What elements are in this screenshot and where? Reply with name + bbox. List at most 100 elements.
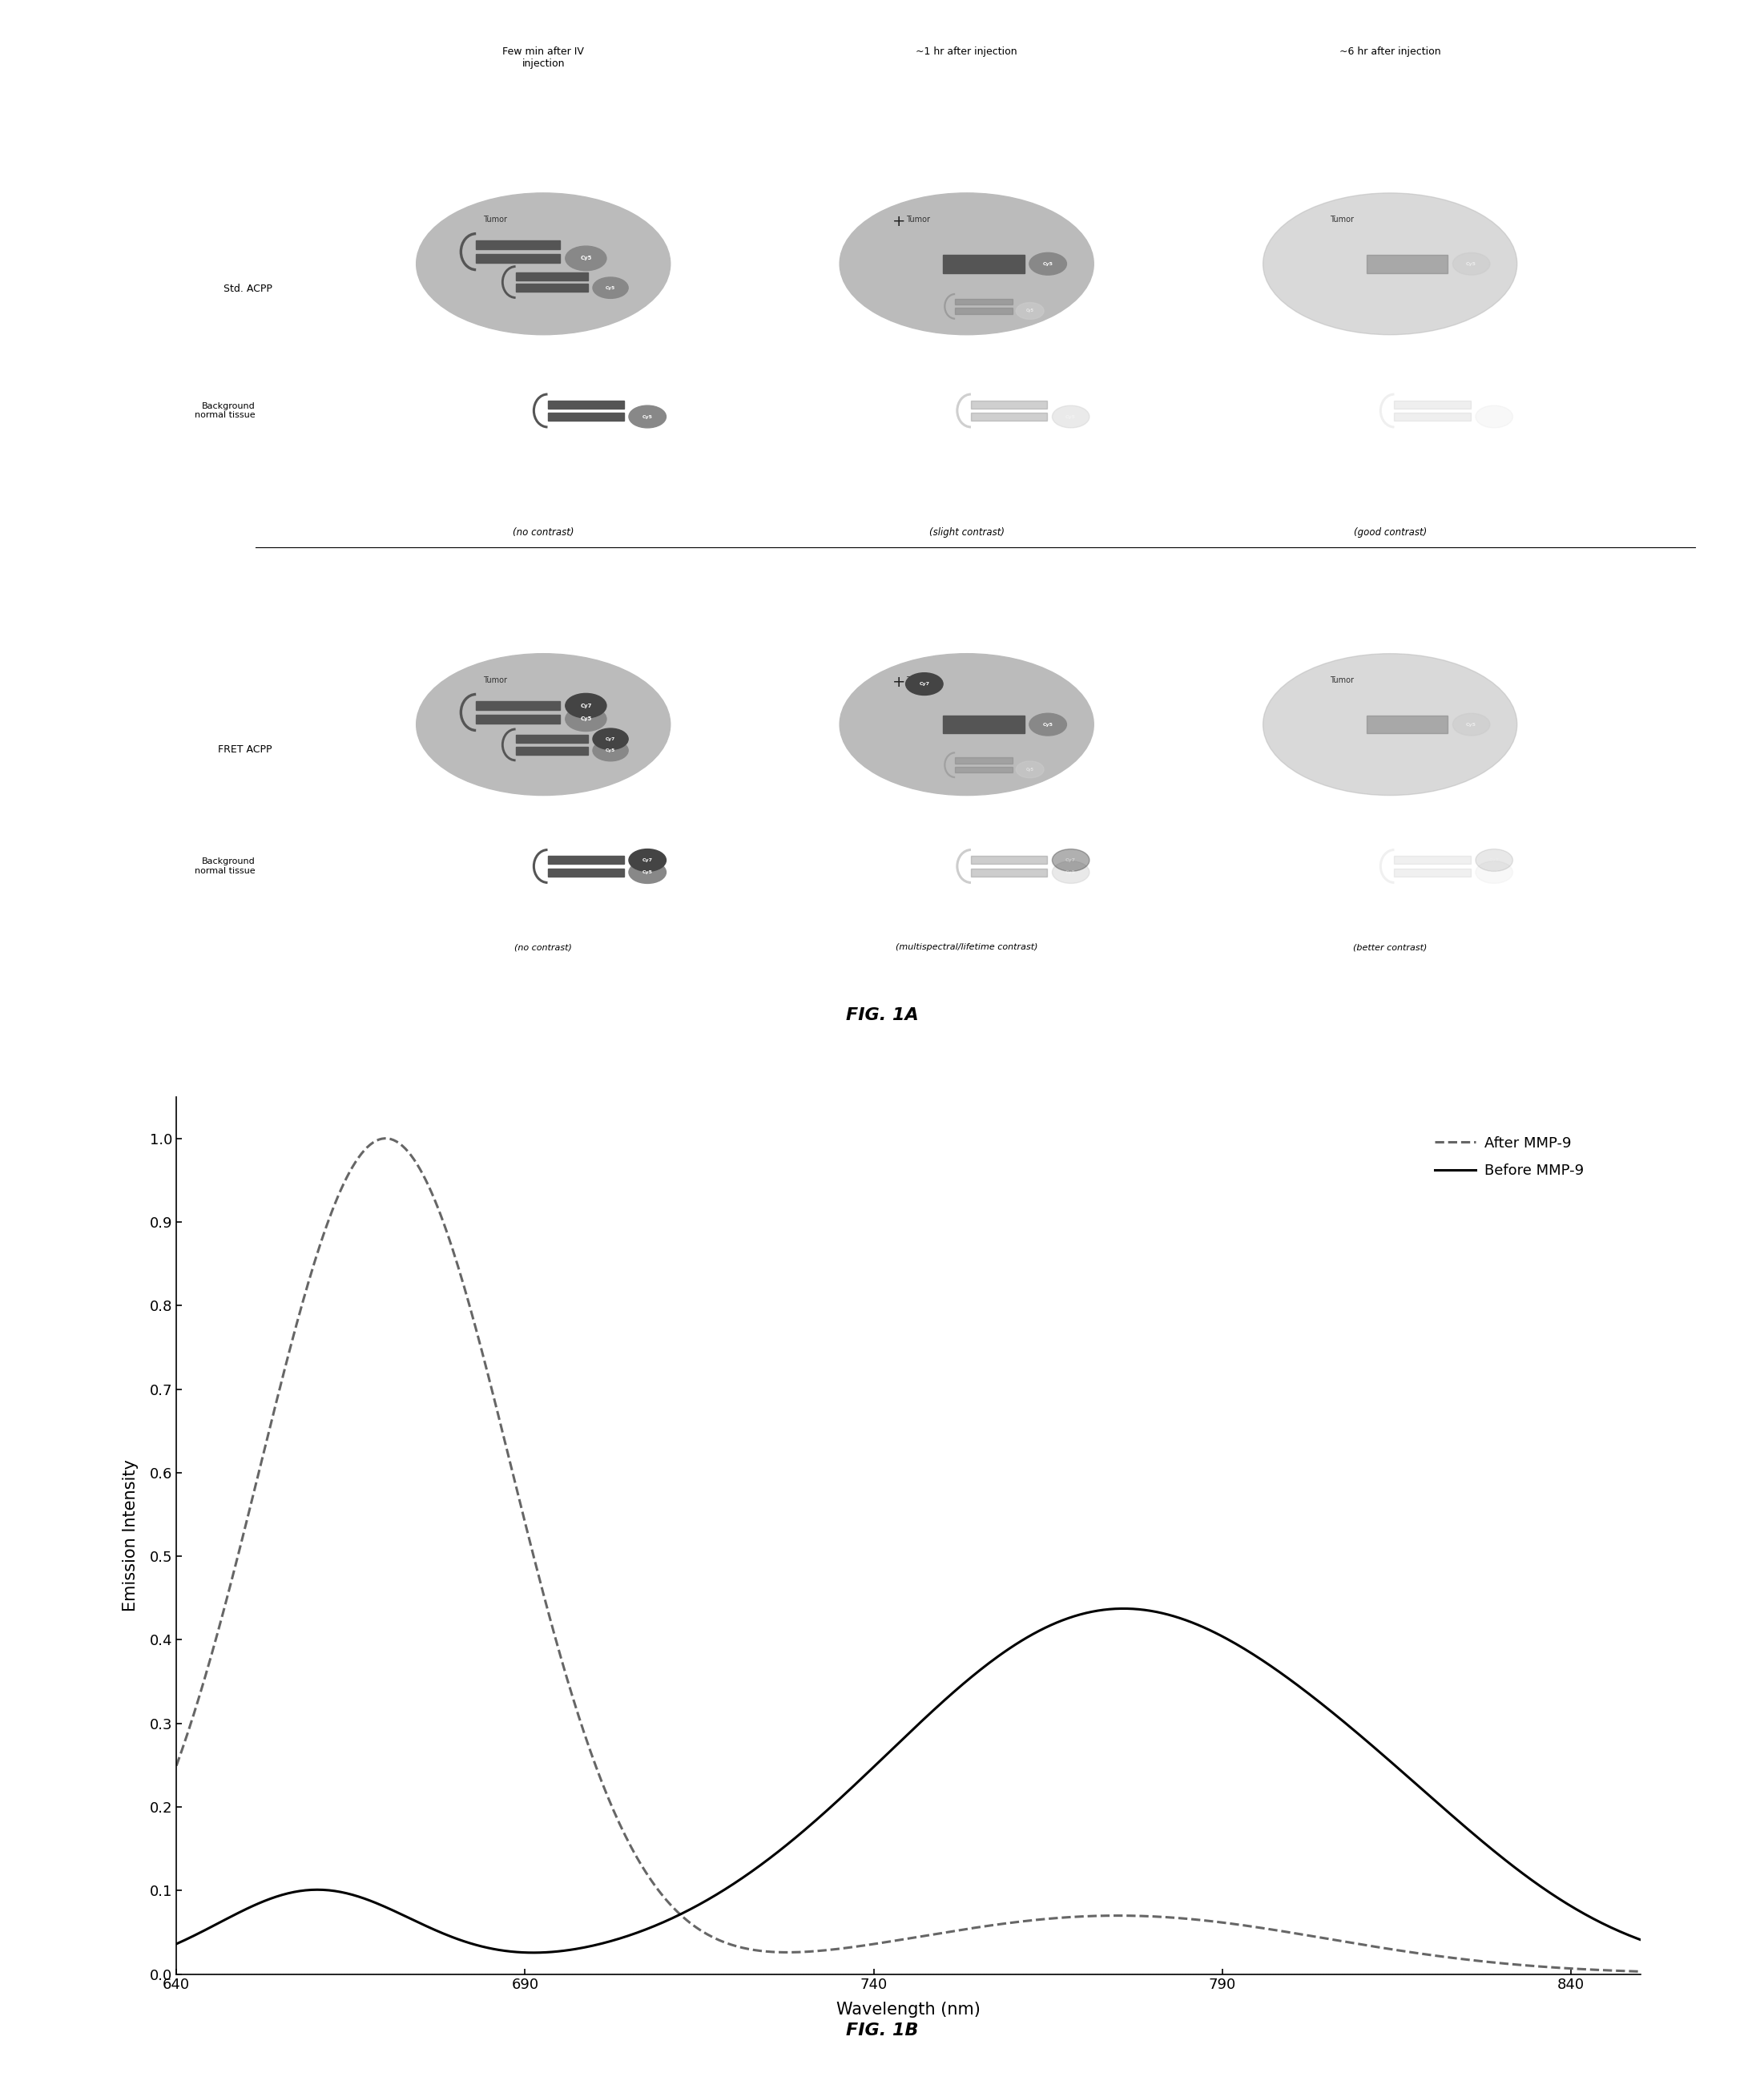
Text: Cy5: Cy5	[580, 717, 591, 721]
Bar	[515, 735, 587, 744]
Circle shape	[628, 861, 667, 884]
Circle shape	[566, 694, 607, 719]
Text: FIG. 1B: FIG. 1B	[845, 2022, 919, 2039]
Bar	[970, 869, 1048, 877]
Bar	[954, 767, 1013, 773]
Text: Cy5: Cy5	[605, 286, 616, 290]
Text: Cy5: Cy5	[1466, 723, 1476, 727]
Line: Before MMP-9: Before MMP-9	[176, 1609, 1641, 1953]
Legend: After MMP-9, Before MMP-9: After MMP-9, Before MMP-9	[1429, 1130, 1589, 1184]
Text: Cy5: Cy5	[642, 416, 653, 418]
Circle shape	[1016, 760, 1044, 777]
Ellipse shape	[416, 192, 670, 334]
Text: Tumor: Tumor	[1330, 677, 1353, 685]
Bar	[547, 869, 624, 877]
Text: Tumor: Tumor	[483, 677, 506, 685]
Circle shape	[1051, 848, 1090, 871]
Bar	[954, 307, 1013, 313]
Circle shape	[593, 740, 628, 760]
Before MMP-9	[166, 1932, 187, 1957]
Text: +: +	[893, 675, 905, 689]
Before MMP-9	[864, 1753, 886, 1778]
Bar	[547, 856, 624, 865]
Before MMP-9	[1372, 1742, 1394, 1767]
Line: After MMP-9: After MMP-9	[176, 1139, 1641, 1972]
After MMP-9	[1369, 1934, 1390, 1959]
Text: Cy7: Cy7	[1489, 859, 1499, 863]
Text: Cy7: Cy7	[605, 737, 616, 742]
Before MMP-9	[961, 1665, 983, 1690]
Text: Std. ACPP: Std. ACPP	[224, 284, 272, 295]
Circle shape	[1051, 861, 1090, 884]
Text: Few min after IV
injection: Few min after IV injection	[503, 46, 584, 69]
Circle shape	[628, 848, 667, 871]
Bar	[547, 414, 624, 420]
Circle shape	[1454, 712, 1491, 735]
Circle shape	[1030, 253, 1067, 276]
Text: Cy5: Cy5	[1466, 261, 1476, 265]
After MMP-9	[1630, 1959, 1651, 1985]
Text: Tumor: Tumor	[907, 677, 930, 685]
Text: Cy5: Cy5	[642, 871, 653, 875]
Bar	[970, 414, 1048, 420]
Before MMP-9	[1113, 1596, 1134, 1621]
Before MMP-9	[1041, 1613, 1062, 1638]
Text: Cy5: Cy5	[1489, 871, 1499, 875]
Bar	[1367, 255, 1448, 274]
Text: Cy5: Cy5	[1043, 723, 1053, 727]
Ellipse shape	[416, 654, 670, 796]
Text: Cy5: Cy5	[1027, 309, 1034, 313]
Text: Cy7: Cy7	[919, 681, 930, 685]
After MMP-9	[961, 1916, 983, 1941]
Bar	[954, 299, 1013, 305]
After MMP-9	[1041, 1905, 1062, 1930]
Text: Cy5: Cy5	[1065, 871, 1076, 875]
After MMP-9	[374, 1126, 395, 1151]
Circle shape	[1475, 848, 1514, 871]
Y-axis label: Emission Intensity: Emission Intensity	[122, 1460, 139, 1611]
After MMP-9	[864, 1932, 886, 1957]
Text: ~1 hr after injection: ~1 hr after injection	[916, 46, 1018, 56]
Bar	[944, 714, 1025, 733]
Text: Cy5: Cy5	[605, 748, 616, 752]
Text: ~6 hr after injection: ~6 hr after injection	[1339, 46, 1441, 56]
Ellipse shape	[1263, 192, 1517, 334]
Text: Background
normal tissue: Background normal tissue	[194, 859, 256, 875]
Text: Cy5: Cy5	[1043, 261, 1053, 265]
Before MMP-9	[524, 1941, 545, 1966]
Bar	[954, 758, 1013, 762]
Circle shape	[566, 247, 607, 272]
Bar	[515, 746, 587, 754]
Bar	[476, 240, 559, 249]
Text: (slight contrast): (slight contrast)	[930, 526, 1004, 537]
Text: (no contrast): (no contrast)	[513, 526, 573, 537]
Text: Tumor: Tumor	[907, 215, 930, 224]
Text: +: +	[893, 213, 905, 230]
Text: Cy7: Cy7	[642, 859, 653, 863]
Text: Tumor: Tumor	[1330, 215, 1353, 224]
Circle shape	[1475, 861, 1514, 884]
Ellipse shape	[840, 654, 1094, 796]
Text: Background
normal tissue: Background normal tissue	[194, 401, 256, 420]
Circle shape	[905, 673, 944, 696]
Bar	[515, 284, 587, 292]
Text: Cy5: Cy5	[1027, 767, 1034, 771]
Ellipse shape	[840, 192, 1094, 334]
Text: FIG. 1A: FIG. 1A	[845, 1007, 919, 1024]
Bar	[547, 401, 624, 409]
Circle shape	[566, 706, 607, 731]
Bar	[970, 401, 1048, 409]
Circle shape	[1030, 712, 1067, 735]
Bar	[944, 255, 1025, 274]
Circle shape	[1475, 405, 1514, 428]
Bar	[1394, 401, 1471, 409]
Text: Cy7: Cy7	[580, 704, 591, 708]
Bar	[476, 714, 559, 723]
Text: Cy7: Cy7	[1065, 859, 1076, 863]
Ellipse shape	[1263, 654, 1517, 796]
Circle shape	[593, 729, 628, 750]
Bar	[515, 272, 587, 280]
Text: Tumor: Tumor	[483, 215, 506, 224]
Text: Cy5: Cy5	[580, 257, 591, 261]
Circle shape	[1051, 405, 1090, 428]
